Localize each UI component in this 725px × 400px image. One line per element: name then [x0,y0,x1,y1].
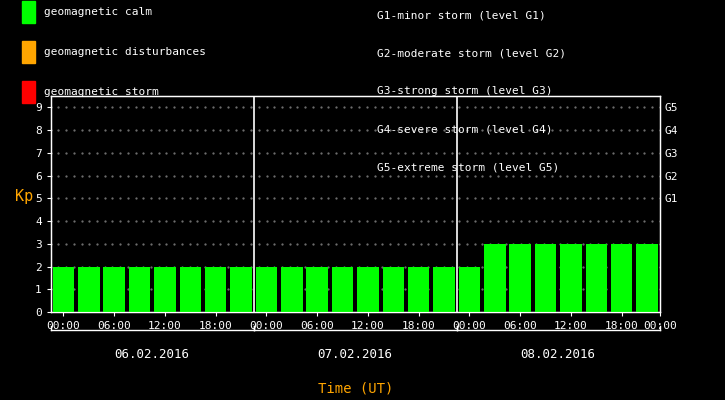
Text: G5-extreme storm (level G5): G5-extreme storm (level G5) [377,162,559,172]
Bar [484,244,505,312]
Bar [129,266,150,312]
Bar [104,266,125,312]
Bar [434,266,455,312]
Text: G1-minor storm (level G1): G1-minor storm (level G1) [377,10,546,20]
Y-axis label: Kp: Kp [14,189,33,204]
Bar [231,266,252,312]
Bar [281,266,302,312]
Bar [560,244,581,312]
Bar [357,266,378,312]
Bar [78,266,99,312]
Bar [586,244,607,312]
Bar [307,266,328,312]
Text: 08.02.2016: 08.02.2016 [521,348,596,361]
Bar [637,244,658,312]
Text: Time (UT): Time (UT) [318,382,393,396]
Bar [408,266,429,312]
Bar [611,244,632,312]
Text: G2-moderate storm (level G2): G2-moderate storm (level G2) [377,48,566,58]
Text: 07.02.2016: 07.02.2016 [318,348,393,361]
Text: geomagnetic disturbances: geomagnetic disturbances [44,47,205,57]
Text: geomagnetic calm: geomagnetic calm [44,7,152,17]
Text: G3-strong storm (level G3): G3-strong storm (level G3) [377,86,552,96]
Text: geomagnetic storm: geomagnetic storm [44,87,158,97]
Bar [205,266,226,312]
Text: 06.02.2016: 06.02.2016 [115,348,190,361]
Bar [332,266,353,312]
Text: G4-severe storm (level G4): G4-severe storm (level G4) [377,124,552,134]
Bar [510,244,531,312]
Bar [459,266,480,312]
Bar [256,266,277,312]
Bar [154,266,175,312]
Bar [383,266,404,312]
Bar [535,244,556,312]
Bar [53,266,74,312]
Bar [180,266,201,312]
